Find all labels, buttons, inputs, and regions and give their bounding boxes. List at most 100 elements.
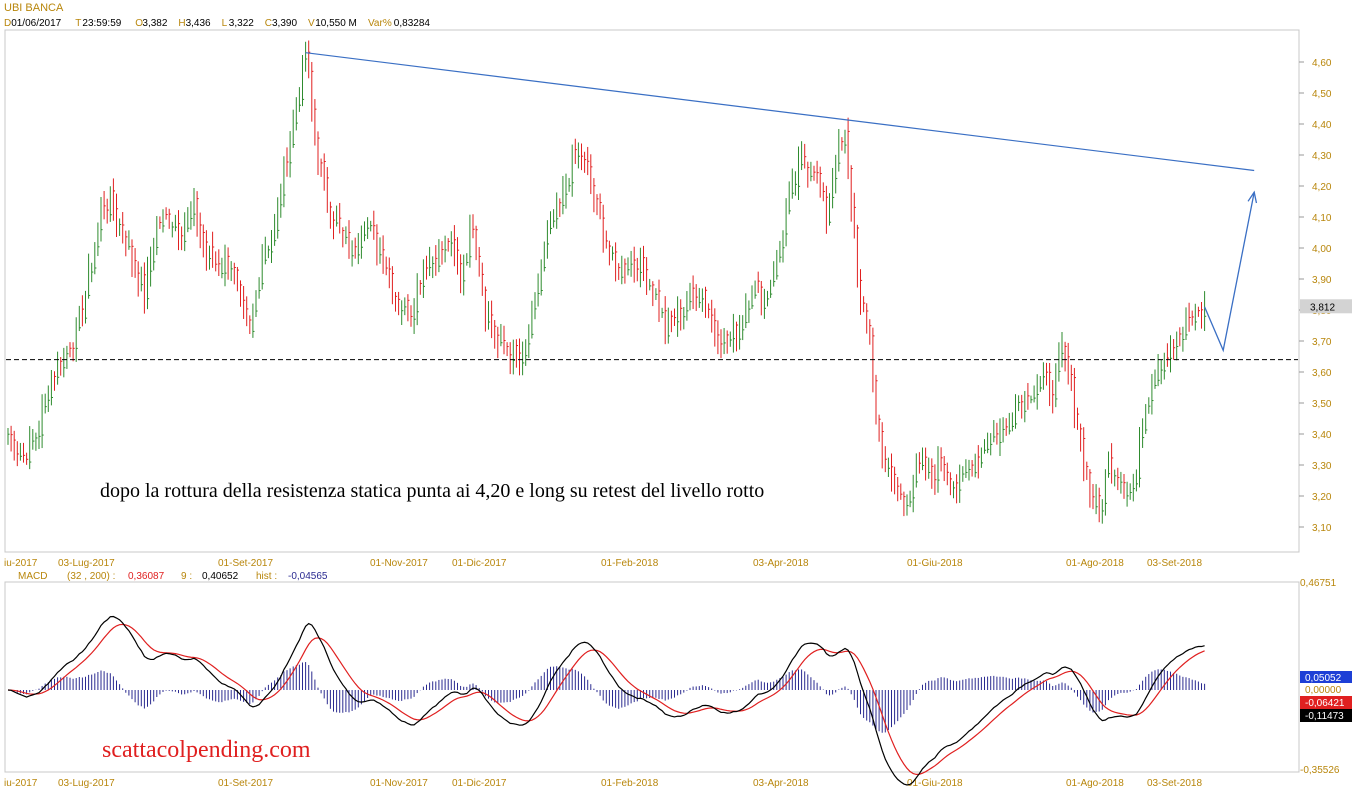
candle [891, 453, 894, 492]
candle [630, 250, 633, 277]
candle [255, 290, 258, 317]
candle [181, 226, 184, 251]
candle [457, 237, 460, 275]
candle [491, 300, 494, 339]
candle [140, 266, 143, 292]
macd-badge-bg-0 [1300, 671, 1352, 684]
candle [35, 432, 38, 451]
x-label-3: 01-Nov-2017 [370, 778, 428, 789]
candle [940, 447, 943, 472]
candle [593, 178, 596, 213]
candle [1111, 443, 1114, 484]
candle [171, 221, 174, 238]
candle [162, 209, 165, 233]
candle [977, 445, 980, 479]
candle [556, 192, 559, 229]
candle [627, 257, 630, 276]
candle [996, 422, 999, 445]
candle [258, 277, 261, 299]
candle [974, 453, 977, 478]
candle [91, 262, 94, 283]
macd-badge-text-0: 0,05052 [1305, 673, 1342, 684]
price-tick-label-2: 4,40 [1312, 120, 1332, 131]
candle [413, 298, 416, 334]
candle [475, 225, 478, 261]
macd-badge-bg-2 [1300, 696, 1352, 709]
candle [1039, 375, 1042, 392]
candle [1046, 362, 1049, 386]
candle [401, 300, 404, 326]
candle [546, 220, 549, 259]
candle [934, 464, 937, 495]
header-value-1: 23:59:59 [82, 18, 121, 29]
candle [860, 269, 863, 315]
header-value-4: 3,322 [229, 18, 254, 29]
candle [1061, 331, 1064, 368]
candle [798, 146, 801, 201]
candle [469, 214, 472, 268]
candle [841, 137, 844, 151]
last-price-text: 3,812 [1310, 302, 1335, 313]
candle [7, 427, 10, 445]
candle [596, 194, 599, 216]
candle [286, 147, 289, 177]
candle [395, 292, 398, 312]
candle [1073, 367, 1076, 429]
macd-legend: MACD (32 , 200) : 0,36087 9 : 0,40652 hist :-… [18, 571, 328, 582]
projection-arrowhead [1247, 190, 1258, 204]
candle [298, 87, 301, 112]
candle [143, 262, 146, 314]
candle [698, 287, 701, 308]
candle [112, 178, 115, 221]
candle [1008, 412, 1011, 435]
candle [701, 288, 704, 312]
macd-panel-frame [4, 581, 1300, 773]
candle [674, 308, 677, 326]
candle [1002, 417, 1005, 443]
candle [643, 245, 646, 281]
candle [360, 225, 363, 259]
candle [962, 466, 965, 482]
candle [838, 128, 841, 172]
price-tick-label-4: 4,20 [1312, 182, 1332, 193]
candle [1176, 331, 1179, 361]
candle [1005, 418, 1008, 436]
candle [249, 315, 252, 334]
candle [429, 246, 432, 277]
candle [26, 452, 29, 465]
candle [1191, 310, 1194, 326]
candle [503, 325, 506, 355]
candle [1135, 469, 1138, 492]
candle [993, 420, 996, 443]
resistance-trendline [305, 52, 1255, 172]
candle [584, 151, 587, 173]
candle [925, 447, 928, 481]
candle [447, 238, 450, 252]
candle [705, 286, 708, 318]
price-tick-label-5: 4,10 [1312, 213, 1332, 224]
candle [695, 284, 698, 311]
candle [537, 273, 540, 307]
candle [50, 369, 53, 406]
candle [94, 242, 97, 275]
candle [227, 247, 230, 280]
candle [531, 300, 534, 339]
candle [655, 288, 658, 301]
candle [1027, 383, 1030, 410]
candle [506, 342, 509, 357]
candle [1052, 380, 1055, 414]
candle [928, 457, 931, 479]
macd-badge-bg-1 [1300, 683, 1352, 696]
candle [212, 231, 215, 268]
candle [1163, 352, 1166, 380]
projection-arrow [1204, 190, 1258, 353]
candle [57, 351, 60, 385]
candle [426, 255, 429, 280]
candle [1055, 363, 1058, 408]
candle [202, 224, 205, 258]
candle [500, 323, 503, 347]
candle [190, 201, 193, 230]
candle [97, 222, 100, 257]
